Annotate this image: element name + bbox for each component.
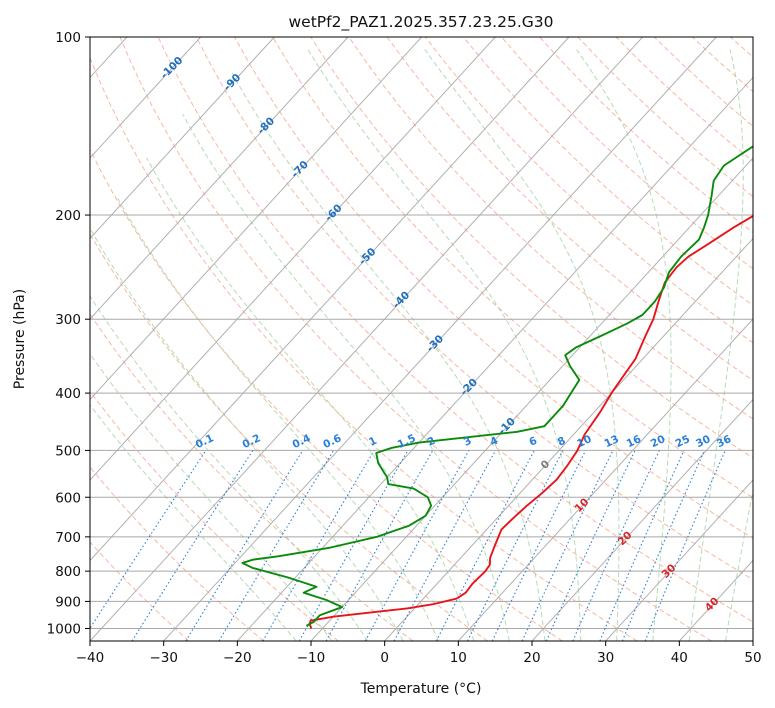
moist-adiabat-line	[307, 49, 582, 641]
plot-background	[90, 37, 753, 641]
isotherm-line	[531, 398, 753, 641]
moist-adiabat-line	[688, 49, 744, 641]
plot-frame	[89, 36, 754, 642]
mixing-ratio-line	[131, 450, 254, 641]
mixing-ratio-label: 2	[426, 435, 438, 449]
moist-adiabat-line	[115, 194, 439, 641]
moist-adiabat-line	[90, 352, 333, 641]
mixing-ratio-label: 16	[625, 433, 643, 450]
y-tick-label: 600	[55, 490, 81, 506]
mixing-ratio-line	[393, 450, 497, 641]
mixing-ratio-label: 36	[715, 433, 733, 450]
moist-adiabat-line	[90, 295, 369, 641]
y-tick-label: 100	[55, 30, 81, 46]
isotherm-line	[605, 479, 753, 641]
isotherm-line	[310, 157, 753, 641]
mixing-ratio-line	[435, 450, 535, 641]
dewpoint-line	[241, 145, 753, 627]
y-tick-label: 1000	[47, 622, 81, 638]
x-tick-label: −30	[149, 650, 178, 666]
mixing-ratio-line	[644, 450, 726, 641]
dry-adiabat-line	[386, 37, 753, 382]
y-axis-label: Pressure (hPa)	[12, 289, 28, 389]
mixing-ratio-line	[298, 450, 409, 641]
mixing-ratio-line	[599, 450, 685, 641]
x-tick-label: 40	[671, 650, 688, 666]
x-tick-label: 50	[744, 650, 761, 666]
isotherm-line	[90, 37, 496, 481]
isotherm-line	[90, 37, 349, 320]
mixing-ratio-label: 6	[527, 435, 539, 449]
dry-adiabat-line	[90, 313, 414, 641]
y-tick-label: 800	[55, 564, 81, 580]
mixing-ratio-line	[364, 450, 470, 641]
mixing-ratio-label: 13	[603, 433, 621, 450]
isotherm-line	[163, 37, 717, 641]
moist-adiabat-line	[576, 49, 672, 641]
moist-adiabat-line	[424, 49, 620, 641]
isotherm-line	[90, 37, 202, 159]
moist-adiabat-line	[231, 72, 546, 641]
mixing-ratio-label: 25	[674, 433, 692, 450]
dry-adiabat-line	[272, 37, 753, 499]
mixing-ratio-label: 4	[488, 435, 500, 449]
x-tick-label: 0	[380, 650, 389, 666]
isotherm-line	[90, 37, 570, 562]
y-tick-label: 700	[55, 530, 81, 546]
isotherm-line	[90, 37, 644, 641]
mixing-ratio-label: 10	[575, 433, 593, 450]
dry-adiabat-line	[769, 37, 775, 641]
mixing-ratio-line	[325, 450, 434, 641]
axes: −40 −30 −20 −10 0 10 20 30 40 50 100 200 300 400 500 60…	[47, 30, 762, 666]
x-tick-label: −10	[297, 650, 326, 666]
dry-adiabat-line	[119, 37, 712, 641]
moist-adiabat-line	[725, 488, 753, 641]
x-tick-label: 10	[450, 650, 467, 666]
dry-adiabat-line	[157, 37, 753, 623]
temperature-line	[308, 214, 753, 629]
y-tick-label: 500	[55, 443, 81, 459]
y-tick-label: 200	[55, 208, 81, 224]
isotherm-line	[236, 76, 753, 641]
mixing-ratio-line	[621, 450, 706, 641]
pressure-grid-lines	[90, 37, 753, 629]
isotherm-line	[90, 37, 423, 401]
moist-adiabat-line	[90, 227, 404, 641]
isotherm-line	[752, 640, 753, 641]
x-tick-label: 20	[523, 650, 540, 666]
isotherm-line	[457, 318, 753, 641]
x-tick-label: −20	[223, 650, 252, 666]
dry-adiabat-line	[90, 56, 638, 641]
moist-adiabat-line	[90, 404, 297, 641]
isotherm-line	[90, 37, 275, 240]
isotherm-lines	[90, 37, 753, 641]
y-tick-label: 300	[55, 312, 81, 328]
dry-adiabat-line	[90, 466, 264, 641]
isotherm-line	[384, 237, 753, 641]
mixing-ratio-label: 30	[694, 433, 712, 450]
mixing-ratio-line	[90, 450, 207, 630]
mixing-ratio-label: 3	[462, 435, 474, 449]
dry-adiabat-line	[90, 148, 563, 641]
mixing-ratio-label: 8	[556, 435, 568, 449]
dry-adiabat-line	[424, 37, 753, 344]
mixing-ratio-label: 1	[367, 435, 379, 449]
mixing-ratio-line	[572, 450, 660, 641]
dry-adiabat-line	[195, 37, 753, 581]
mixing-ratio-label: 20	[649, 433, 667, 450]
moist-adiabat-line	[182, 113, 510, 641]
x-tick-label: −40	[76, 650, 105, 666]
sounding-series	[241, 145, 753, 629]
x-tick-label: 30	[597, 650, 614, 666]
x-axis-label: Temperature (°C)	[360, 681, 482, 697]
y-tick-label: 900	[55, 594, 81, 610]
dry-adiabat-line	[310, 37, 753, 459]
mixing-ratio-line	[185, 450, 304, 641]
y-tick-label: 400	[55, 386, 81, 402]
chart-title: wetPf2_PAZ1.2025.357.23.25.G30	[289, 13, 554, 32]
